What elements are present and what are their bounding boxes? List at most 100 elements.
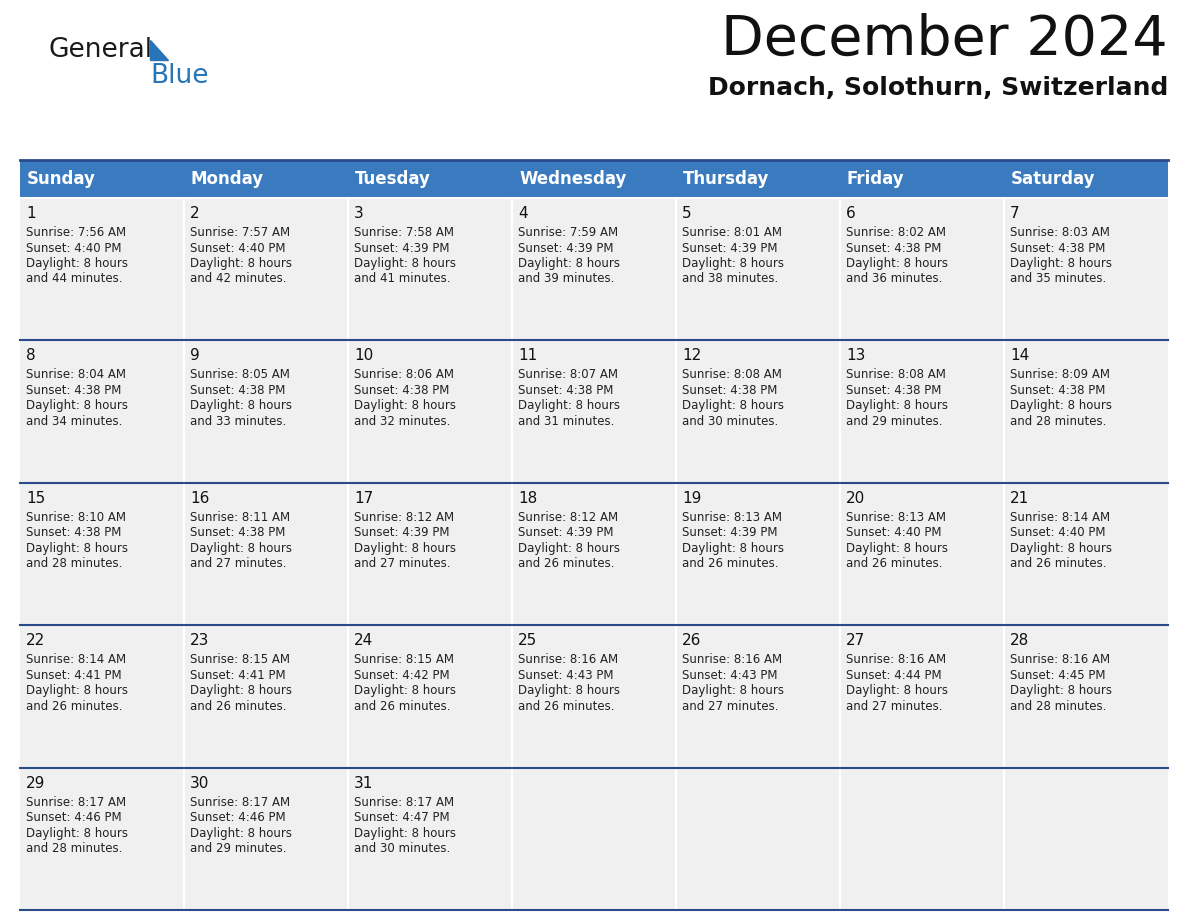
Text: Daylight: 8 hours: Daylight: 8 hours <box>682 257 784 270</box>
Text: Sunrise: 7:57 AM: Sunrise: 7:57 AM <box>190 226 290 239</box>
Bar <box>676 198 840 341</box>
Bar <box>20 625 184 767</box>
Text: and 44 minutes.: and 44 minutes. <box>26 273 122 285</box>
Bar <box>840 198 1004 341</box>
Text: Daylight: 8 hours: Daylight: 8 hours <box>518 542 620 554</box>
Text: 15: 15 <box>26 491 45 506</box>
Text: Daylight: 8 hours: Daylight: 8 hours <box>354 542 456 554</box>
Text: Sunset: 4:38 PM: Sunset: 4:38 PM <box>846 384 941 397</box>
Text: Sunrise: 8:14 AM: Sunrise: 8:14 AM <box>1010 510 1110 524</box>
Text: Sunrise: 8:17 AM: Sunrise: 8:17 AM <box>354 796 454 809</box>
Text: 23: 23 <box>190 633 209 648</box>
Text: and 26 minutes.: and 26 minutes. <box>518 700 614 712</box>
Text: Daylight: 8 hours: Daylight: 8 hours <box>190 542 292 554</box>
Text: and 26 minutes.: and 26 minutes. <box>190 700 286 712</box>
Text: Daylight: 8 hours: Daylight: 8 hours <box>354 826 456 840</box>
Text: Thursday: Thursday <box>683 170 770 188</box>
Text: Sunset: 4:44 PM: Sunset: 4:44 PM <box>846 668 942 682</box>
Text: Saturday: Saturday <box>1011 170 1095 188</box>
Text: and 30 minutes.: and 30 minutes. <box>354 842 450 855</box>
Text: 9: 9 <box>190 349 200 364</box>
Text: Daylight: 8 hours: Daylight: 8 hours <box>354 257 456 270</box>
Text: Sunrise: 8:17 AM: Sunrise: 8:17 AM <box>26 796 126 809</box>
Text: Sunset: 4:38 PM: Sunset: 4:38 PM <box>26 526 121 539</box>
Text: Sunrise: 8:16 AM: Sunrise: 8:16 AM <box>846 654 946 666</box>
Text: 28: 28 <box>1010 633 1029 648</box>
Text: and 26 minutes.: and 26 minutes. <box>26 700 122 712</box>
Text: Sunset: 4:39 PM: Sunset: 4:39 PM <box>354 241 449 254</box>
Text: and 35 minutes.: and 35 minutes. <box>1010 273 1106 285</box>
Bar <box>676 483 840 625</box>
Text: and 42 minutes.: and 42 minutes. <box>190 273 286 285</box>
Text: and 26 minutes.: and 26 minutes. <box>1010 557 1106 570</box>
Bar <box>20 198 184 341</box>
Bar <box>20 160 184 198</box>
Text: and 29 minutes.: and 29 minutes. <box>846 415 942 428</box>
Bar <box>840 767 1004 910</box>
Text: 10: 10 <box>354 349 373 364</box>
Text: Daylight: 8 hours: Daylight: 8 hours <box>846 684 948 697</box>
Text: Daylight: 8 hours: Daylight: 8 hours <box>26 257 128 270</box>
Bar <box>676 341 840 483</box>
Text: 4: 4 <box>518 206 527 221</box>
Text: Daylight: 8 hours: Daylight: 8 hours <box>26 399 128 412</box>
Text: 12: 12 <box>682 349 701 364</box>
Text: Sunset: 4:39 PM: Sunset: 4:39 PM <box>518 241 613 254</box>
Text: Sunset: 4:40 PM: Sunset: 4:40 PM <box>190 241 285 254</box>
Bar <box>1004 483 1168 625</box>
Text: 30: 30 <box>190 776 209 790</box>
Bar <box>348 483 512 625</box>
Text: 20: 20 <box>846 491 865 506</box>
Text: and 28 minutes.: and 28 minutes. <box>1010 415 1106 428</box>
Bar <box>512 341 676 483</box>
Text: Daylight: 8 hours: Daylight: 8 hours <box>1010 542 1112 554</box>
Text: 26: 26 <box>682 633 701 648</box>
Text: Sunrise: 8:05 AM: Sunrise: 8:05 AM <box>190 368 290 381</box>
Text: Blue: Blue <box>150 63 209 89</box>
Text: Daylight: 8 hours: Daylight: 8 hours <box>682 542 784 554</box>
Text: Daylight: 8 hours: Daylight: 8 hours <box>846 542 948 554</box>
Bar <box>184 198 348 341</box>
Bar <box>676 767 840 910</box>
Text: and 28 minutes.: and 28 minutes. <box>26 557 122 570</box>
Bar <box>348 198 512 341</box>
Bar <box>512 767 676 910</box>
Text: 25: 25 <box>518 633 537 648</box>
Bar <box>348 625 512 767</box>
Text: 19: 19 <box>682 491 701 506</box>
Text: Sunrise: 8:04 AM: Sunrise: 8:04 AM <box>26 368 126 381</box>
Text: Daylight: 8 hours: Daylight: 8 hours <box>354 399 456 412</box>
Text: Wednesday: Wednesday <box>519 170 626 188</box>
Text: Daylight: 8 hours: Daylight: 8 hours <box>354 684 456 697</box>
Text: Sunset: 4:46 PM: Sunset: 4:46 PM <box>190 812 285 824</box>
Text: and 39 minutes.: and 39 minutes. <box>518 273 614 285</box>
Text: Sunset: 4:39 PM: Sunset: 4:39 PM <box>682 241 777 254</box>
Bar <box>184 767 348 910</box>
Text: 1: 1 <box>26 206 36 221</box>
Text: and 38 minutes.: and 38 minutes. <box>682 273 778 285</box>
Text: Sunset: 4:38 PM: Sunset: 4:38 PM <box>190 526 285 539</box>
Text: Sunset: 4:42 PM: Sunset: 4:42 PM <box>354 668 449 682</box>
Text: Daylight: 8 hours: Daylight: 8 hours <box>1010 257 1112 270</box>
Text: Sunday: Sunday <box>27 170 96 188</box>
Bar <box>1004 341 1168 483</box>
Text: 22: 22 <box>26 633 45 648</box>
Bar <box>1004 160 1168 198</box>
Text: and 26 minutes.: and 26 minutes. <box>518 557 614 570</box>
Text: and 28 minutes.: and 28 minutes. <box>26 842 122 855</box>
Bar <box>512 483 676 625</box>
Bar <box>840 483 1004 625</box>
Text: Daylight: 8 hours: Daylight: 8 hours <box>26 826 128 840</box>
Text: Daylight: 8 hours: Daylight: 8 hours <box>190 684 292 697</box>
Text: Sunset: 4:38 PM: Sunset: 4:38 PM <box>846 241 941 254</box>
Text: Sunset: 4:39 PM: Sunset: 4:39 PM <box>354 526 449 539</box>
Text: Sunrise: 8:12 AM: Sunrise: 8:12 AM <box>518 510 618 524</box>
Text: 11: 11 <box>518 349 537 364</box>
Text: Sunset: 4:43 PM: Sunset: 4:43 PM <box>518 668 613 682</box>
Text: 21: 21 <box>1010 491 1029 506</box>
Text: Sunset: 4:46 PM: Sunset: 4:46 PM <box>26 812 121 824</box>
Text: Monday: Monday <box>191 170 264 188</box>
Bar <box>676 160 840 198</box>
Text: Sunrise: 8:15 AM: Sunrise: 8:15 AM <box>190 654 290 666</box>
Text: Daylight: 8 hours: Daylight: 8 hours <box>518 257 620 270</box>
